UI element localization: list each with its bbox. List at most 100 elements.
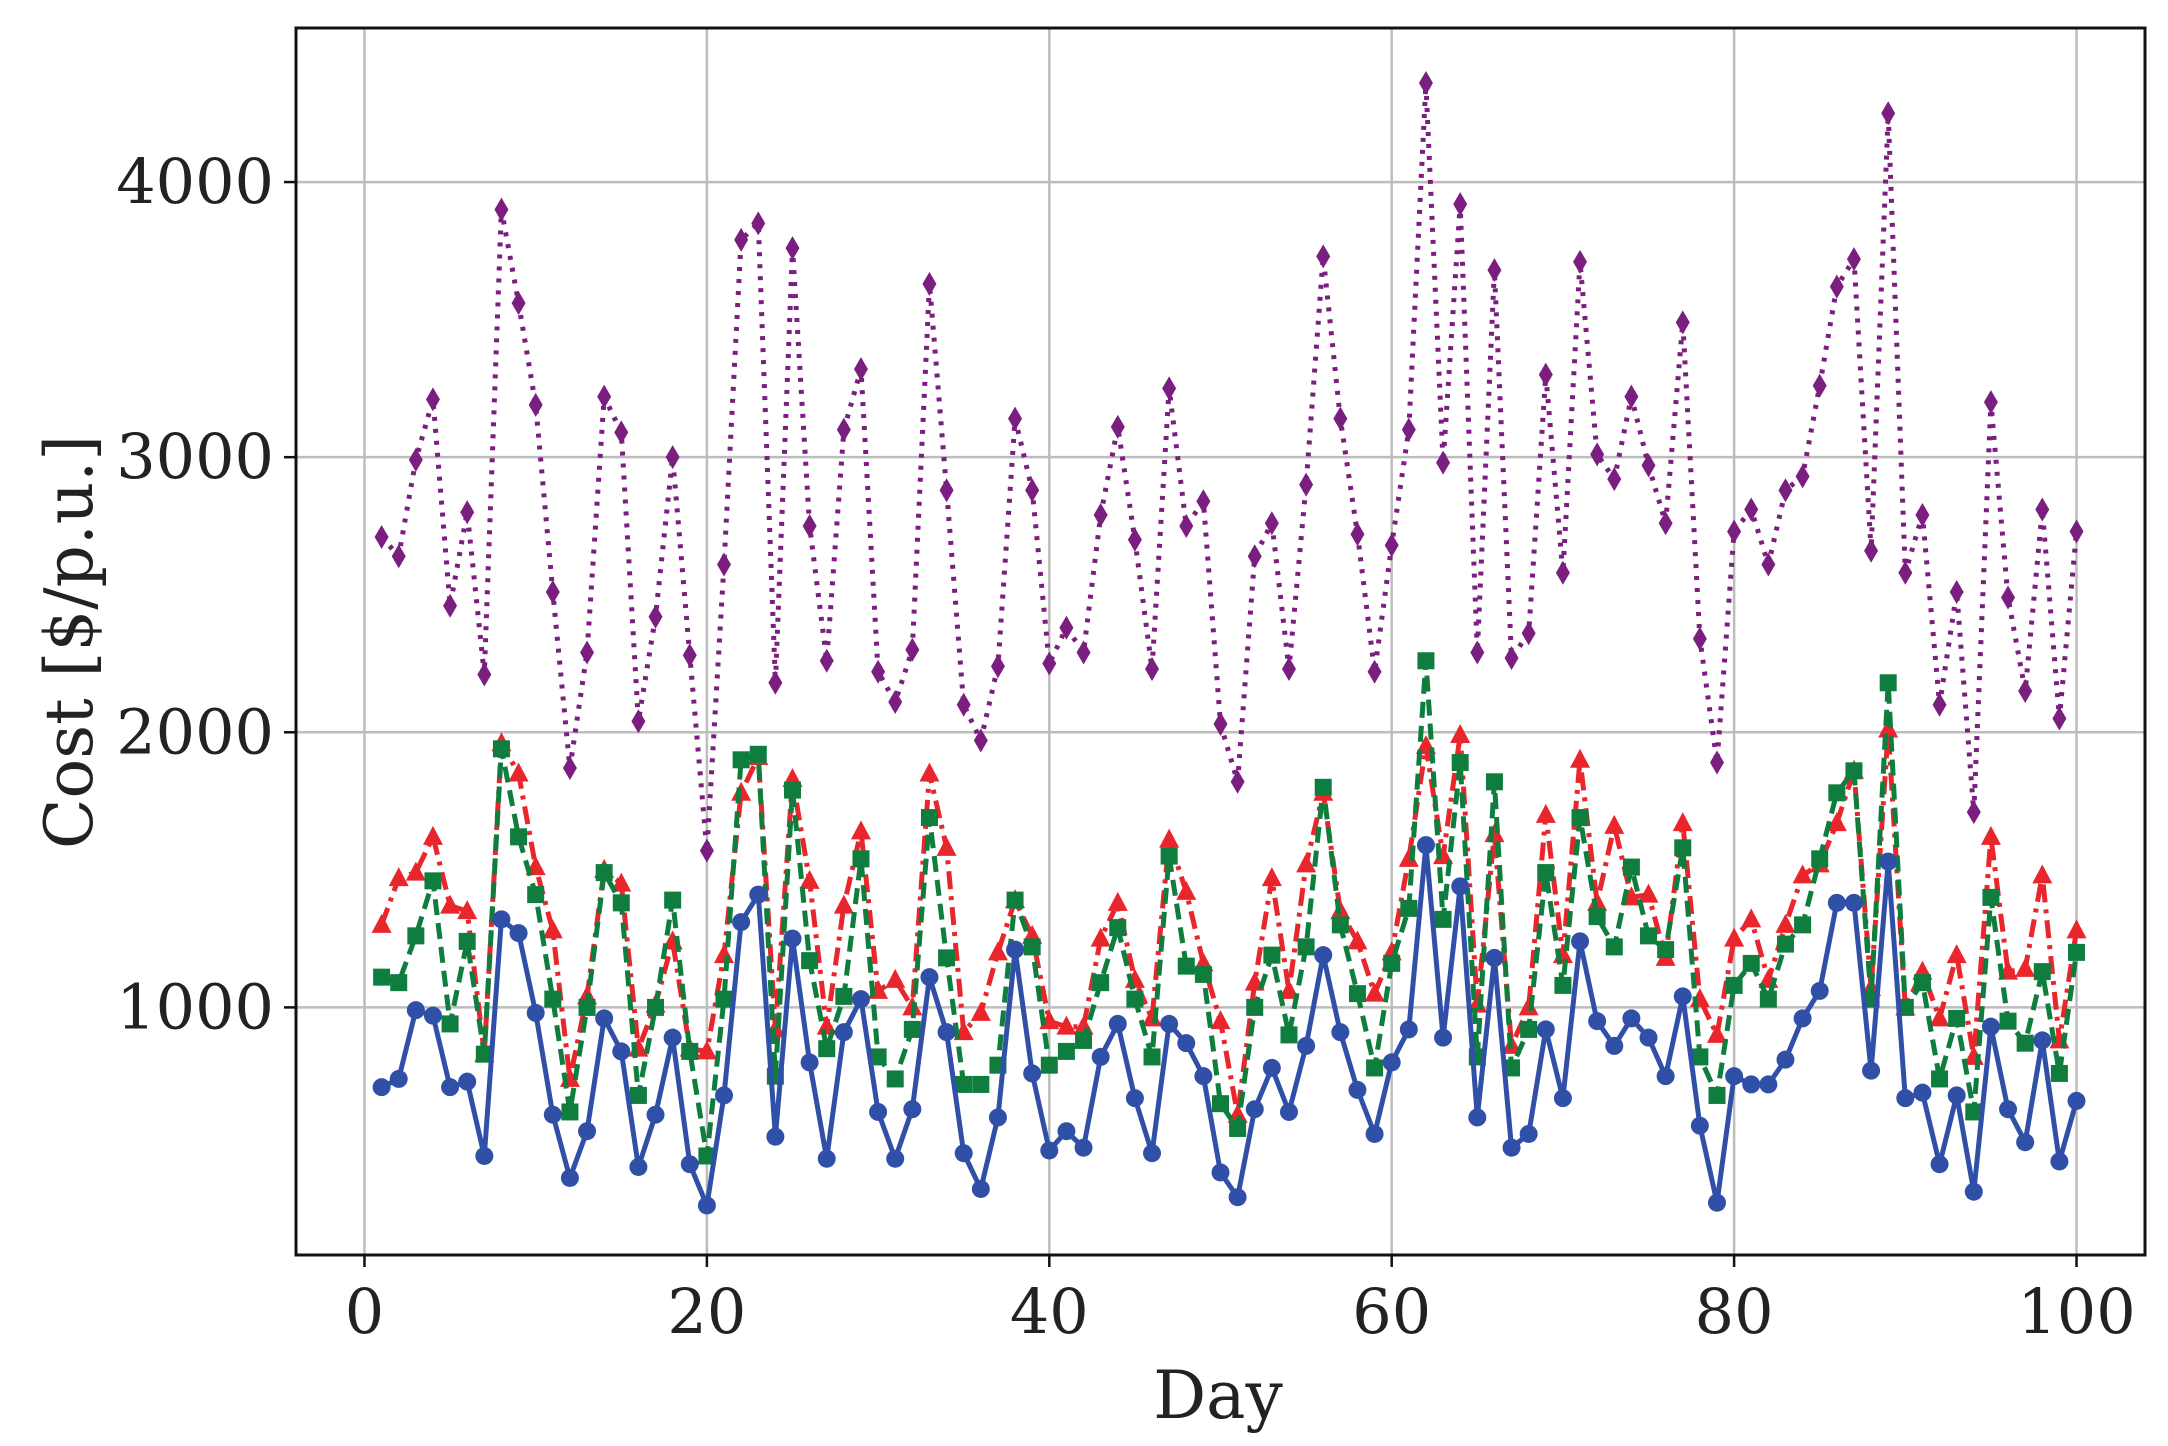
data-point: [766, 1127, 785, 1146]
data-point: [1657, 941, 1675, 959]
data-point: [1571, 932, 1590, 951]
data-point: [1588, 1012, 1607, 1031]
tick-layer: 0 20 40 60 80 100 1000 2000 3000 4000: [116, 145, 2135, 1348]
data-point: [1792, 864, 1813, 884]
data-point: [1261, 867, 1282, 887]
data-point: [1384, 533, 1399, 558]
data-point: [1264, 511, 1279, 536]
data-point: [1812, 373, 1827, 398]
data-point: [1417, 652, 1435, 670]
data-point: [1040, 1141, 1059, 1160]
data-point: [1879, 852, 1898, 871]
data-point: [1980, 825, 2001, 845]
data-point: [561, 1103, 579, 1121]
data-point: [1828, 784, 1846, 802]
data-point: [2015, 957, 2036, 977]
data-point: [734, 227, 749, 252]
data-point: [425, 387, 440, 412]
data-point: [1074, 1138, 1093, 1157]
data-point: [1401, 417, 1416, 442]
data-point: [629, 1086, 647, 1104]
data-point: [800, 1053, 819, 1072]
data-point: [749, 745, 767, 763]
data-point: [1262, 1058, 1281, 1077]
data-point: [389, 1069, 408, 1088]
data-point: [2035, 497, 2050, 522]
data-point: [1348, 1080, 1367, 1099]
data-point: [510, 828, 528, 846]
data-point: [818, 1040, 836, 1058]
data-point: [629, 1157, 648, 1176]
data-point: [1862, 1061, 1881, 1080]
data-point: [749, 885, 768, 904]
data-point: [458, 932, 476, 950]
data-point: [1537, 864, 1555, 882]
data-point: [2033, 963, 2051, 981]
data-point: [920, 968, 939, 987]
data-point: [936, 836, 957, 856]
data-point: [1091, 1047, 1110, 1066]
data-point: [1280, 1026, 1298, 1044]
data-point: [492, 910, 511, 929]
data-point: [920, 809, 938, 827]
data-point: [1982, 888, 2000, 906]
data-point: [1468, 1108, 1487, 1127]
data-point: [802, 513, 817, 538]
data-point: [783, 929, 802, 948]
data-point: [715, 1086, 734, 1105]
data-point: [1881, 101, 1896, 126]
data-point: [1108, 1014, 1127, 1033]
data-point: [1639, 1028, 1658, 1047]
data-point: [1776, 1050, 1795, 1069]
data-point: [2033, 1031, 2052, 1050]
data-point: [578, 998, 596, 1016]
data-point: [768, 670, 783, 695]
data-point: [1878, 718, 1899, 738]
data-point: [1212, 1095, 1229, 1113]
data-point: [508, 762, 529, 782]
data-point: [714, 944, 735, 964]
data-point: [971, 1179, 990, 1198]
data-point: [1057, 1122, 1076, 1141]
data-point: [681, 1042, 699, 1060]
data-point: [595, 1009, 614, 1028]
data-point: [1690, 1116, 1709, 1135]
data-point: [1400, 899, 1418, 917]
data-point: [1023, 938, 1041, 956]
data-point: [1110, 414, 1125, 439]
data-point: [1775, 913, 1796, 933]
data-point: [1946, 944, 1967, 964]
data-point: [1210, 1010, 1231, 1030]
data-point: [970, 1001, 991, 1021]
data-point: [664, 891, 682, 909]
data-point: [1947, 1086, 1966, 1105]
data-point: [2050, 1064, 2068, 1082]
data-point: [543, 1105, 562, 1124]
data-point: [1811, 850, 1829, 868]
x-tick-label: 40: [1010, 1275, 1089, 1348]
data-point: [886, 1070, 904, 1088]
data-point: [1794, 916, 1812, 934]
data-point: [542, 919, 563, 939]
data-point: [817, 1149, 836, 1168]
data-point: [819, 648, 834, 673]
data-point: [390, 974, 408, 992]
data-point: [509, 924, 528, 943]
data-point: [1436, 450, 1451, 475]
data-point: [1314, 778, 1332, 796]
data-point: [1604, 814, 1625, 834]
data-point: [1964, 1182, 1983, 1201]
data-point: [1605, 1036, 1624, 1055]
data-point: [1364, 982, 1385, 1002]
data-point: [388, 867, 409, 887]
data-point: [801, 952, 819, 970]
data-point: [1966, 800, 1981, 825]
data-point: [987, 941, 1008, 961]
data-point: [1059, 615, 1074, 640]
data-point: [938, 949, 956, 967]
data-point: [715, 990, 733, 1008]
data-point: [424, 872, 442, 890]
data-point: [647, 998, 665, 1016]
data-point: [1742, 954, 1760, 972]
data-point: [1006, 940, 1025, 959]
